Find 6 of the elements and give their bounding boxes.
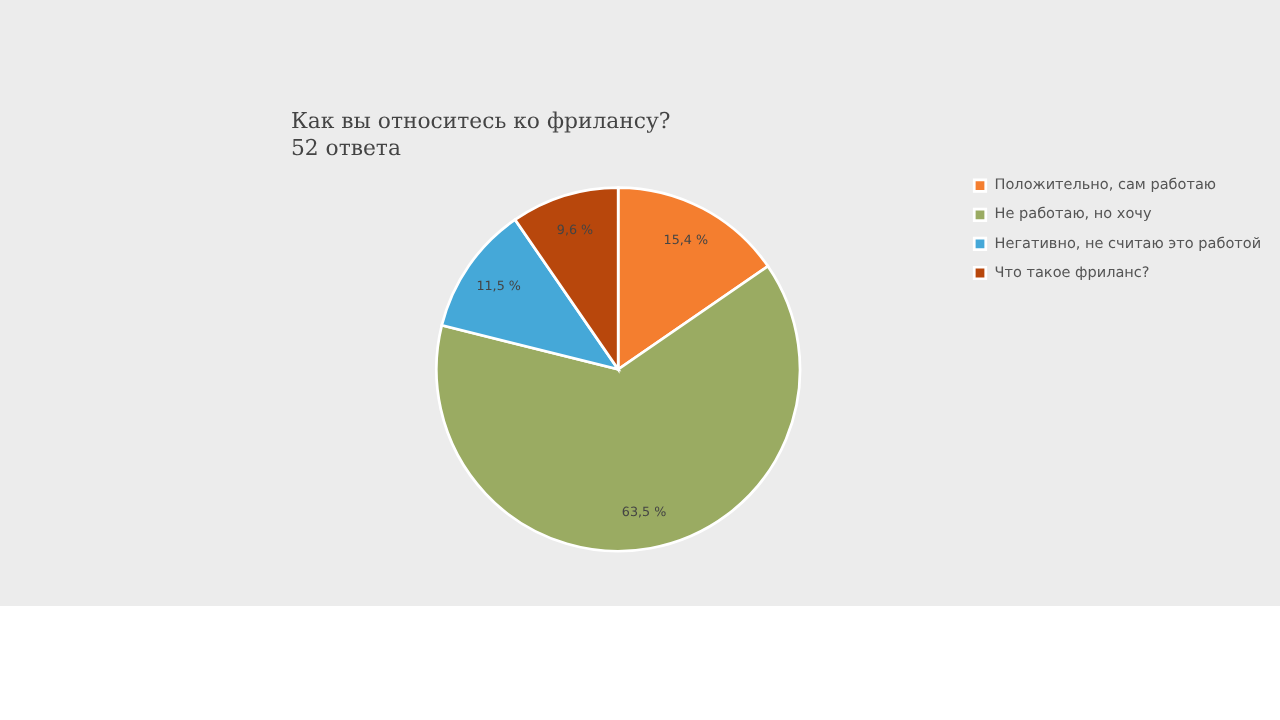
legend-label: Положительно, сам работаю bbox=[994, 175, 1217, 194]
legend-label: Негативно, не считаю это работой bbox=[994, 233, 1262, 252]
legend-label: Что такое фриланс? bbox=[994, 262, 1150, 281]
legend-label: Не работаю, но хочу bbox=[994, 204, 1153, 223]
chart-title: Как вы относитесь ко фрилансу? bbox=[290, 107, 671, 134]
chart-subtitle: 52 ответа bbox=[290, 134, 402, 161]
